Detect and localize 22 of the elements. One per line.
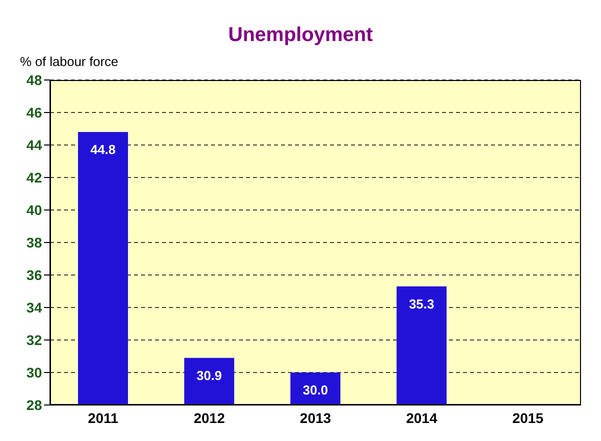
y-axis-title: % of labour force (20, 54, 120, 71)
data-label: 44.8 (90, 142, 116, 157)
data-label: 35.3 (408, 296, 434, 312)
y-tick-label: 34 (26, 299, 42, 316)
y-tick-label: 44 (26, 136, 42, 153)
data-label: 30.9 (196, 368, 222, 383)
y-tick-label: 38 (26, 234, 42, 250)
x-tick-label: 2012 (194, 410, 226, 426)
x-tick-label: 2013 (300, 410, 332, 426)
data-label: 30.0 (302, 382, 328, 398)
y-tick-label: 30 (26, 364, 42, 380)
y-tick-label: 40 (26, 202, 42, 218)
x-tick-label: 2015 (512, 410, 544, 426)
y-tick-label: 28 (26, 396, 42, 413)
y-tick-label: 32 (26, 332, 42, 348)
x-tick-label: 2014 (406, 410, 438, 426)
y-tick-label: 46 (26, 104, 42, 120)
chart-title: Unemployment (227, 23, 374, 48)
y-tick-label: 36 (26, 266, 42, 283)
y-tick-label: 42 (26, 169, 42, 186)
y-tick-label: 48 (26, 72, 42, 88)
x-tick-label: 2011 (88, 410, 118, 426)
